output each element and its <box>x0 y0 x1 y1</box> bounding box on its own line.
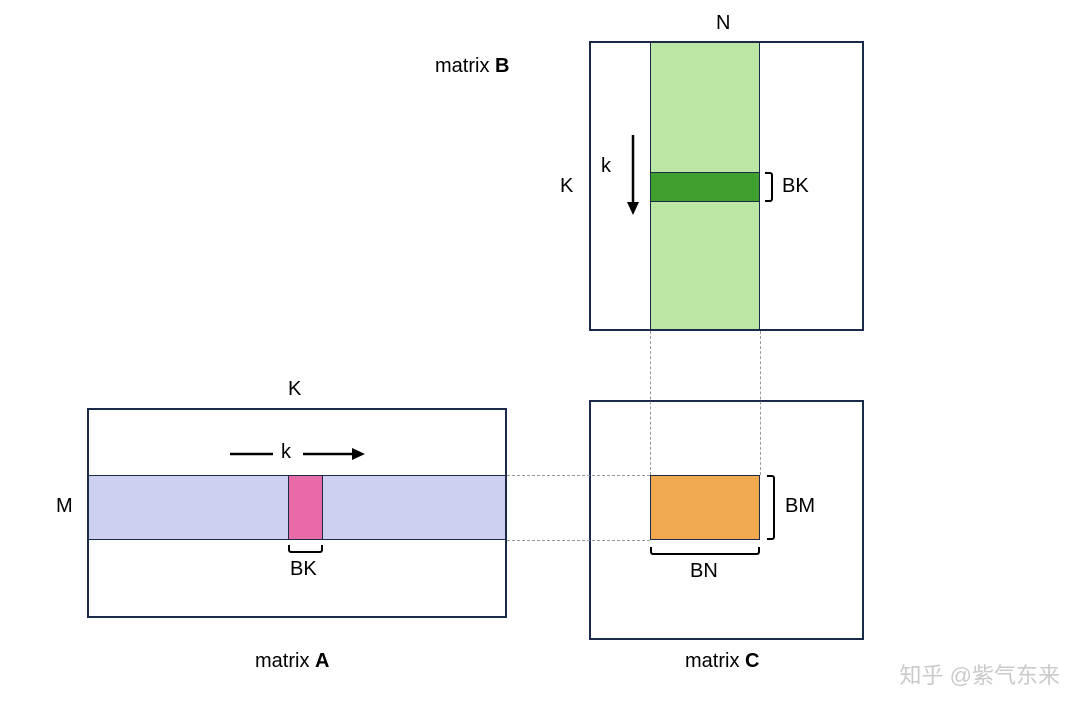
matrix-a-dim-m: M <box>56 495 73 518</box>
matrix-a-dim-k: K <box>288 378 301 401</box>
matrix-c-bm-label: BM <box>785 495 815 518</box>
matrix-b-arrow-label: k <box>601 155 611 178</box>
matrix-c-bn-bracket <box>650 547 760 555</box>
matrix-b-dim-n: N <box>716 12 730 35</box>
matrix-b-block <box>650 172 760 202</box>
matrix-a-title: matrix A <box>255 650 329 673</box>
matrix-b-bk-label: BK <box>782 175 809 198</box>
matrix-c-bn-label: BN <box>690 560 718 583</box>
matrix-a-arrow <box>225 440 375 473</box>
matrix-a-bk-label: BK <box>290 558 317 581</box>
matrix-a-block <box>288 475 323 540</box>
matrix-c-bm-bracket <box>767 475 775 540</box>
matrix-b-title: matrix B <box>435 55 509 78</box>
diagram-canvas: N K matrix B k BK K M matrix A k BK <box>0 0 1080 710</box>
matrix-b-bk-bracket <box>765 172 773 202</box>
dashed-b-to-c-right <box>760 331 761 475</box>
dashed-a-to-c-top <box>507 475 650 476</box>
matrix-a-arrow-label: k <box>281 441 291 464</box>
matrix-b-arrow <box>620 130 646 225</box>
watermark: 知乎 @紫气东来 <box>900 658 1060 690</box>
matrix-c-title: matrix C <box>685 650 759 673</box>
matrix-a-bk-bracket <box>288 545 323 553</box>
dashed-a-to-c-bottom <box>507 540 650 541</box>
matrix-b-dim-k: K <box>560 175 573 198</box>
dashed-b-to-c-left <box>650 331 651 475</box>
matrix-c-block <box>650 475 760 540</box>
